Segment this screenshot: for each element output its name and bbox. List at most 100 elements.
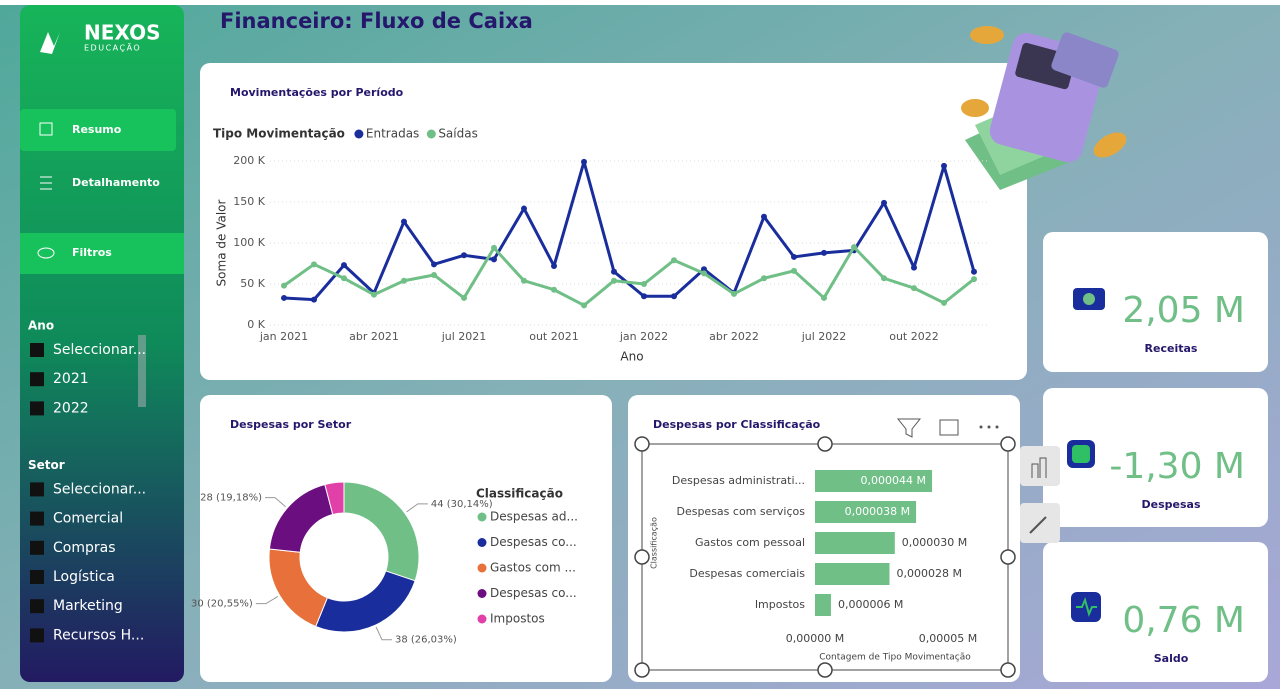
legend-label: Despesas co... <box>490 586 577 600</box>
filter-item[interactable]: Marketing <box>53 598 123 614</box>
legend-marker <box>354 129 364 139</box>
point <box>881 275 887 282</box>
kpi-value: -1,30 M <box>1109 446 1245 487</box>
nav-filter[interactable] <box>20 233 184 274</box>
point <box>881 199 887 206</box>
point <box>911 264 917 271</box>
filter-item[interactable]: 2022 <box>53 400 89 416</box>
filter-item[interactable]: Logística <box>53 569 115 585</box>
filter-item[interactable]: 2021 <box>53 371 89 387</box>
filter-item[interactable]: Comercial <box>53 511 123 527</box>
filter-icon[interactable] <box>896 418 922 438</box>
leader-line <box>375 626 392 641</box>
data-label: 0,000006 M <box>838 598 903 611</box>
x-tick-label: out 2021 <box>529 330 579 343</box>
nav-active[interactable] <box>20 109 176 151</box>
legend-marker <box>477 538 487 547</box>
point <box>851 244 857 251</box>
filter-title: Ano <box>28 319 54 333</box>
point <box>371 291 377 298</box>
y-tick-label: 200 K <box>233 154 265 167</box>
checkbox[interactable] <box>30 372 44 387</box>
point <box>971 268 977 275</box>
point <box>401 218 407 225</box>
checkbox[interactable] <box>30 482 44 497</box>
point <box>341 275 347 282</box>
filter-item[interactable]: Seleccionar... <box>53 342 146 358</box>
data-label: 44 (30,14%) <box>431 499 493 510</box>
x-axis-label: Ano <box>620 350 643 364</box>
nav-item[interactable]: Filtros <box>72 246 112 259</box>
nav-icon <box>37 247 55 259</box>
checkbox[interactable] <box>30 540 44 555</box>
icon-money <box>1083 293 1095 305</box>
data-label: 0,000038 M <box>845 505 910 518</box>
filter-item[interactable]: Recursos H... <box>53 627 144 643</box>
more-icon[interactable] <box>979 425 999 429</box>
y-tick-label: Gastos com pessoal <box>695 536 805 549</box>
bar <box>815 470 933 492</box>
bar <box>815 501 917 523</box>
point <box>491 244 497 251</box>
filter-item[interactable]: Compras <box>53 540 116 556</box>
point <box>491 256 497 263</box>
leader-line <box>406 503 428 513</box>
leader-line <box>264 497 286 508</box>
scrollbar[interactable] <box>138 335 146 407</box>
focus-icon[interactable] <box>939 419 959 436</box>
legend-title: Classificação <box>476 487 563 501</box>
point <box>311 261 317 268</box>
bar <box>815 532 895 554</box>
legend-label: Despesas co... <box>490 535 577 549</box>
point <box>791 267 797 274</box>
x-tick-label: jul 2022 <box>801 330 847 343</box>
y-tick-label: Impostos <box>755 598 805 611</box>
point <box>431 271 437 278</box>
checkbox[interactable] <box>30 511 44 526</box>
x-tick-label: 0,00000 M <box>786 632 844 645</box>
point <box>821 294 827 301</box>
point <box>941 162 947 169</box>
nav-item[interactable]: Resumo <box>72 123 122 136</box>
point <box>581 302 587 309</box>
legend-marker <box>426 129 436 139</box>
point <box>701 266 707 273</box>
kpi-value: 0,76 M <box>1122 600 1245 641</box>
point <box>521 205 527 212</box>
filter-item[interactable]: Seleccionar... <box>53 481 146 497</box>
selection-handles[interactable] <box>634 436 1016 678</box>
checkbox[interactable] <box>30 570 44 584</box>
icon-pulse <box>1076 597 1097 617</box>
y-tick-label: 100 K <box>233 236 265 249</box>
x-tick-label: abr 2021 <box>349 330 399 343</box>
checkbox[interactable] <box>30 401 44 416</box>
y-axis-label: Classificação <box>650 517 659 569</box>
point <box>311 296 317 303</box>
x-tick-label: abr 2022 <box>709 330 759 343</box>
legend-label: Impostos <box>490 612 545 626</box>
leader-line <box>255 596 279 605</box>
line <box>283 245 975 307</box>
legend-title: Tipo Movimentação <box>213 127 345 141</box>
chart-title: Despesas por Classificação <box>653 418 821 431</box>
checkbox[interactable] <box>30 343 44 357</box>
illustration <box>961 26 1127 190</box>
point <box>461 252 467 259</box>
point <box>641 281 647 287</box>
nav-item[interactable]: Detalhamento <box>72 176 160 189</box>
card <box>200 63 1027 380</box>
point <box>941 299 947 306</box>
filter-title: Setor <box>28 458 65 472</box>
y-tick-label: Despesas comerciais <box>689 567 805 580</box>
kpi-card <box>1043 388 1268 527</box>
y-tick-label: 50 K <box>240 277 265 290</box>
legend-label: Despesas ad... <box>490 510 578 524</box>
page-title: Financeiro: Fluxo de Caixa <box>220 9 533 33</box>
logo-mark <box>40 32 60 54</box>
checkbox[interactable] <box>30 628 44 643</box>
point <box>761 275 767 282</box>
legend-marker <box>477 563 487 573</box>
logo-sub: EDUCAÇÃO <box>84 43 141 53</box>
checkbox[interactable] <box>30 599 44 614</box>
legend-marker <box>477 512 487 522</box>
